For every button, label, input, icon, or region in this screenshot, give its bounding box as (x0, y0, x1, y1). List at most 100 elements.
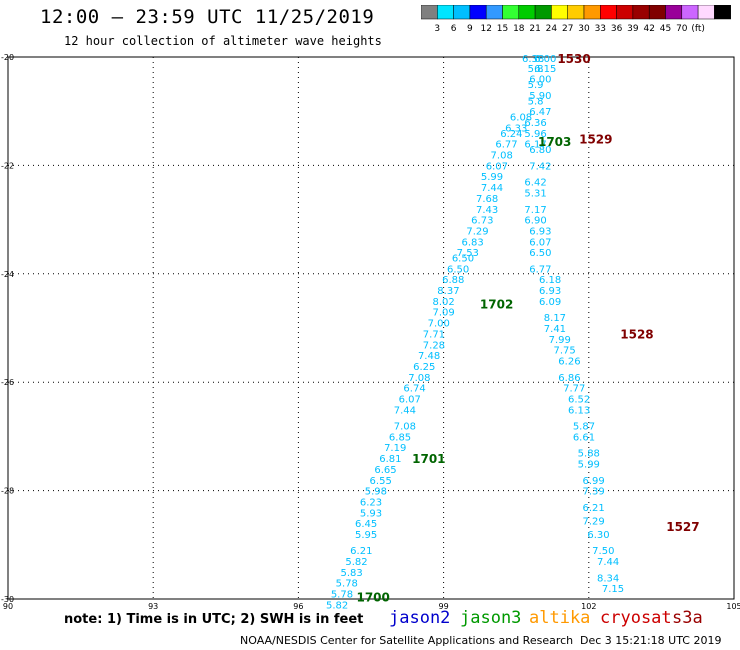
altimeter-map: 90 93 96 99 102 105-20-22-24-26-28-306.386.00… (1, 52, 740, 610)
wave-height-value: 7.41 (544, 324, 566, 335)
wave-height-value: 5.99 (481, 172, 503, 183)
wave-height-value: 5.78 (336, 579, 358, 590)
pass-time-label: 1529 (579, 132, 612, 146)
color-scale-label: 12 (480, 24, 491, 34)
lon-tick-label: 96 (293, 602, 303, 610)
wave-height-value: 6.50 (447, 264, 469, 275)
wave-height-value: 7.09 (432, 308, 454, 319)
lon-tick-label: 99 (439, 602, 449, 610)
wave-height-value: 5.31 (524, 189, 546, 200)
wave-height-value: 6.93 (539, 286, 561, 297)
wave-height-value: 7.77 (563, 384, 585, 395)
satellite-cryosat: cryosat (600, 608, 672, 628)
wave-height-value: 7.48 (418, 351, 440, 362)
wave-height-value: 7.08 (394, 422, 416, 433)
wave-height-value: 7.71 (423, 329, 445, 340)
wave-height-value: 6.61 (573, 432, 595, 443)
color-scale-label: 15 (497, 24, 508, 34)
wave-height-value: 6.45 (355, 519, 377, 530)
lon-tick-label: 102 (581, 602, 596, 610)
wave-height-value: 6.07 (399, 394, 421, 405)
lon-tick-label: 93 (148, 602, 158, 610)
wave-height-value: 6.13 (568, 405, 590, 416)
color-scale-label: 36 (611, 24, 623, 34)
wave-height-value: 6.55 (370, 476, 392, 487)
wave-height-value: 6.85 (389, 432, 411, 443)
wave-height-value: 6.21 (583, 503, 605, 514)
wave-height-value: 7.75 (553, 346, 575, 357)
wave-height-value: 7.28 (423, 340, 445, 351)
wave-height-value: 8.02 (432, 297, 454, 308)
lat-tick-label: -22 (1, 161, 14, 170)
color-scale-label: 70 (676, 24, 688, 34)
wave-height-value: 6.93 (529, 226, 551, 237)
wave-height-value: 6.00 (534, 54, 556, 65)
page-title: 12:00 – 23:59 UTC 11/25/2019 (40, 6, 375, 28)
wave-height-value: 5.98 (365, 487, 387, 498)
wave-height-value: 5.82 (345, 557, 367, 568)
color-scale-label: 30 (578, 24, 590, 34)
wave-height-value: 6.24 (500, 129, 522, 140)
wave-height-value: 6.65 (374, 465, 396, 476)
wave-height-value: 5.95 (355, 530, 377, 541)
wave-height-value: 6.81 (379, 454, 401, 465)
color-scale-label: 3 (434, 24, 440, 34)
wave-height-value: 5.93 (360, 508, 382, 519)
color-scale-label: 33 (595, 24, 606, 34)
wave-height-value: 7.17 (524, 205, 546, 216)
wave-height-value: 6.77 (495, 140, 517, 151)
color-scale-label: (ft) (691, 24, 705, 34)
color-scale-label: 9 (467, 24, 473, 34)
pass-time-label: 1528 (620, 327, 653, 341)
wave-height-value: 6.00 (529, 75, 551, 86)
page-subtitle: 12 hour collection of altimeter wave hei… (64, 34, 382, 48)
wave-height-value: 7.53 (457, 248, 479, 259)
wave-height-value: 7.15 (602, 584, 624, 595)
wave-height-value: 5.8 (528, 64, 544, 75)
wave-height-value: 6.88 (442, 275, 464, 286)
wave-height-value: 6.07 (529, 237, 551, 248)
wave-height-value: 6.15 (534, 64, 556, 75)
color-scale-label: 45 (660, 24, 671, 34)
pass-time-label: 1527 (666, 520, 699, 534)
wave-height-value: 7.44 (481, 183, 503, 194)
wave-height-value: 5.88 (578, 449, 600, 460)
lon-tick-label: 90 (3, 602, 13, 610)
wave-height-value: 8.34 (597, 573, 619, 584)
wave-height-value: 8.37 (437, 286, 459, 297)
color-scale-label: 6 (451, 24, 457, 34)
wave-height-value: 6.17 (524, 140, 546, 151)
color-scale-label: 18 (513, 24, 525, 34)
wave-height-value: 6.26 (558, 357, 580, 368)
color-scale-label: 21 (529, 24, 540, 34)
wave-height-value: 6.23 (360, 497, 382, 508)
wave-height-value: 6.83 (462, 237, 484, 248)
wave-height-value: 7.68 (476, 194, 498, 205)
pass-time-label: 1701 (412, 452, 445, 466)
pass-time-label: 1700 (356, 590, 389, 604)
wave-height-value: 6.08 (510, 113, 532, 124)
wave-height-value: 6.42 (524, 178, 546, 189)
wave-height-value: 7.99 (549, 335, 571, 346)
color-scale-label: 24 (546, 24, 558, 34)
wave-height-value: 6.25 (413, 362, 435, 373)
wave-height-value: 6.38 (522, 54, 544, 65)
footer-note: note: 1) Time is in UTC; 2) SWH is in fe… (64, 612, 364, 627)
satellite-s3a: s3a (672, 608, 703, 628)
wave-height-value: 5.90 (529, 91, 551, 102)
wave-height-value: 7.29 (466, 226, 488, 237)
wave-height-value: 7.08 (491, 151, 513, 162)
lat-tick-label: -24 (1, 270, 14, 279)
wave-height-value: 7.44 (597, 557, 619, 568)
satellite-jason3: jason3 (460, 608, 522, 628)
wave-height-value: 7.42 (529, 161, 551, 172)
wave-height-value: 6.36 (524, 118, 546, 129)
wave-height-value: 6.77 (529, 264, 551, 275)
satellite-jason2: jason2 (389, 608, 451, 628)
credit-text: NOAA/NESDIS Center for Satellite Applica… (240, 634, 574, 647)
lat-tick-label: -20 (1, 53, 14, 62)
wave-height-value: 6.52 (568, 394, 590, 405)
wave-height-value: 7.44 (394, 405, 416, 416)
wave-height-value: 7.00 (428, 319, 450, 330)
map-frame (7, 56, 735, 600)
